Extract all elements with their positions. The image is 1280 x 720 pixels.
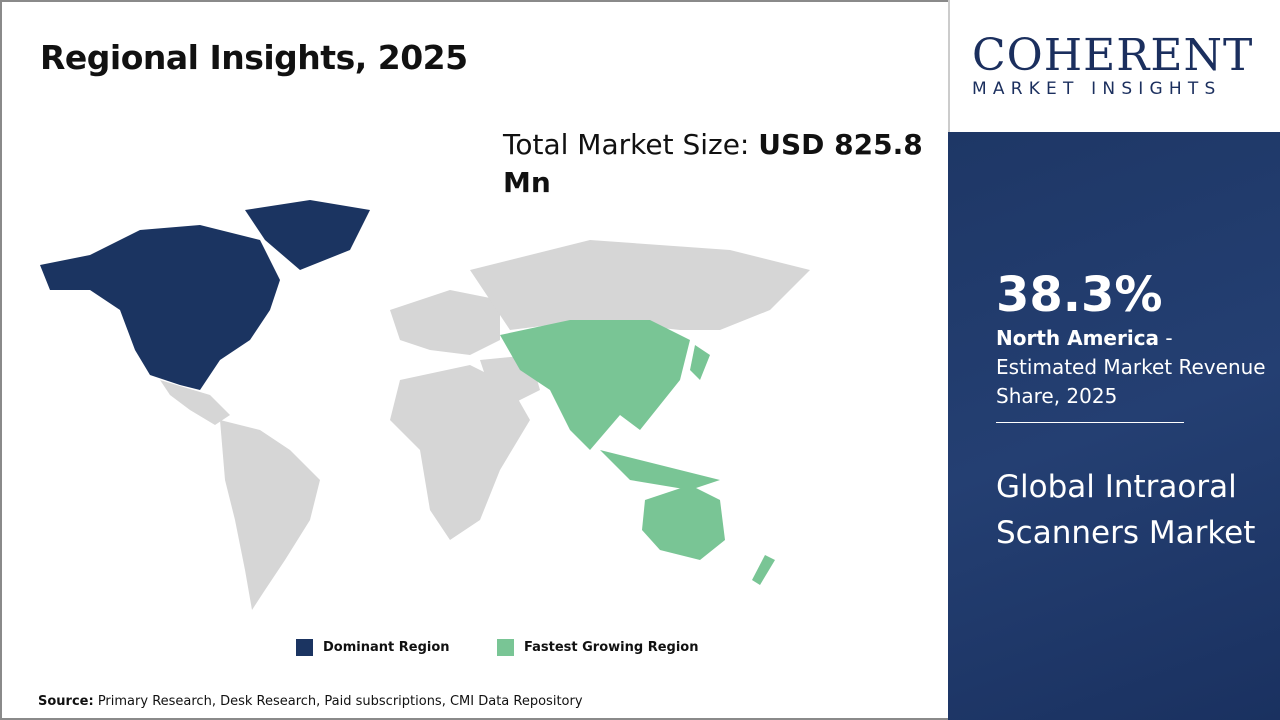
europe — [390, 290, 500, 355]
legend-label: Dominant Region — [323, 640, 450, 655]
market-size-value: USD 825.8 Mn — [503, 128, 923, 199]
logo: COHERENT MARKET INSIGHTS — [948, 0, 1280, 132]
legend-fastest: Fastest Growing Region — [497, 639, 698, 656]
source-label: Source: — [38, 694, 94, 709]
share-desc-text: - Estimated Market Revenue Share, 2025 — [996, 326, 1266, 408]
world-map — [40, 200, 810, 610]
region-name: North America — [996, 326, 1160, 350]
north-america — [40, 200, 370, 390]
central-america — [160, 380, 230, 425]
south-america — [220, 420, 320, 610]
legend-dominant: Dominant Region — [296, 639, 450, 656]
dominant-swatch — [296, 639, 313, 656]
logo-brand: COHERENT — [972, 30, 1254, 81]
share-description: North America - Estimated Market Revenue… — [996, 324, 1271, 411]
legend-label: Fastest Growing Region — [524, 640, 699, 655]
africa — [390, 365, 530, 540]
total-market-size: Total Market Size: USD 825.8 Mn — [503, 126, 923, 202]
asia-pacific — [500, 320, 775, 585]
source-text: Primary Research, Desk Research, Paid su… — [93, 694, 583, 709]
other-regions — [160, 240, 810, 610]
side-panel: COHERENT MARKET INSIGHTS 38.3% North Ame… — [948, 0, 1280, 720]
russia — [470, 240, 810, 330]
market-size-label: Total Market Size: — [503, 128, 759, 161]
source-note: Source: Primary Research, Desk Research,… — [38, 694, 583, 709]
logo-sub: MARKET INSIGHTS — [972, 79, 1222, 99]
greenland — [245, 200, 370, 270]
market-name: Global Intraoral Scanners Market — [996, 469, 1256, 551]
share-value: 38.3% — [996, 267, 1163, 323]
fastest-swatch — [497, 639, 514, 656]
divider — [996, 422, 1184, 423]
info-panel: 38.3% North America - Estimated Market R… — [948, 132, 1280, 720]
page-title: Regional Insights, 2025 — [40, 38, 468, 77]
